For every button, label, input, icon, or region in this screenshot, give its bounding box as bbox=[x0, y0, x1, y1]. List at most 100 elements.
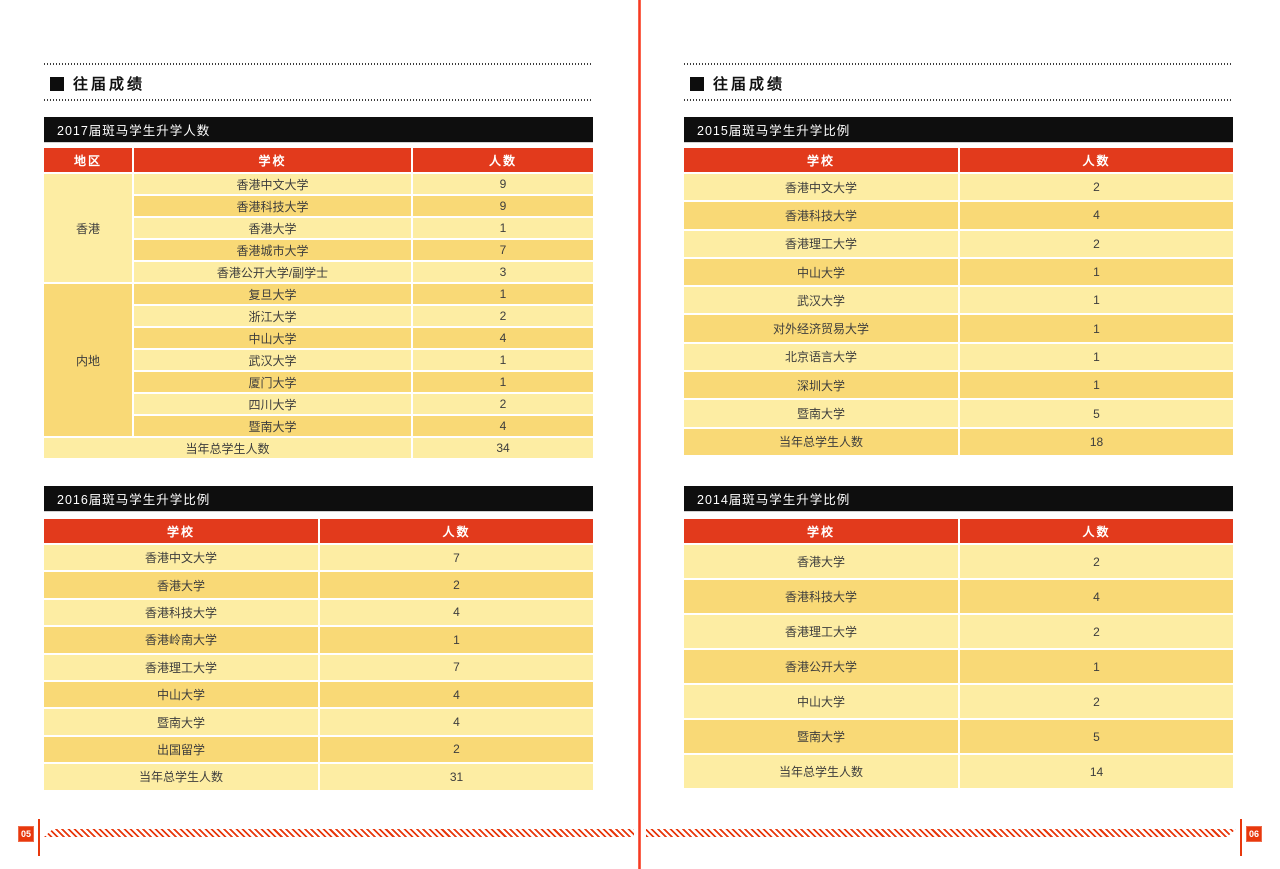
school-cell: 厦门大学 bbox=[134, 372, 411, 392]
count-cell: 2 bbox=[413, 306, 593, 326]
school-cell: 香港大学 bbox=[684, 545, 958, 578]
count-cell: 9 bbox=[413, 196, 593, 216]
school-cell: 香港公开大学 bbox=[684, 650, 958, 683]
header-cell: 学校 bbox=[134, 148, 411, 172]
school-cell: 香港科技大学 bbox=[44, 599, 318, 626]
school-cell: 香港大学 bbox=[134, 218, 411, 238]
count-cell: 1 bbox=[413, 218, 593, 238]
count-cell: 2 bbox=[320, 572, 593, 598]
school-cell: 中山大学 bbox=[684, 685, 958, 718]
header-cell: 人数 bbox=[413, 148, 593, 172]
count-cell: 1 bbox=[320, 627, 593, 653]
school-cell: 复旦大学 bbox=[134, 284, 411, 304]
school-cell: 武汉大学 bbox=[134, 350, 411, 370]
school-cell: 暨南大学 bbox=[44, 709, 318, 735]
page-left: 往届成绩 2017届斑马学生升学人数 地区 学校 人数 香港 香港中文大学 9 香港科技大学… bbox=[18, 63, 634, 856]
total-value-cell: 14 bbox=[960, 755, 1233, 788]
count-cell: 5 bbox=[960, 720, 1233, 753]
header-cell: 人数 bbox=[320, 519, 593, 543]
school-cell: 暨南大学 bbox=[684, 400, 958, 427]
region-cell: 内地 bbox=[44, 284, 132, 436]
table-2016: 学校 人数 香港中文大学 7 香港大学 2 香港科技大学 4 香港岭南大学 1 香港理工大学 7 中山大… bbox=[44, 519, 593, 790]
total-label-cell: 当年总学生人数 bbox=[684, 428, 958, 455]
total-value-cell: 34 bbox=[413, 438, 593, 458]
count-cell: 7 bbox=[320, 654, 593, 680]
page-right: 往届成绩 2015届斑马学生升学比例 学校 人数 香港中文大学 2 香港科技大学 4 香港理… bbox=[640, 0, 1280, 869]
school-cell: 深圳大学 bbox=[684, 372, 958, 399]
school-cell: 香港公开大学/副学士 bbox=[134, 262, 411, 282]
count-cell: 1 bbox=[960, 372, 1233, 399]
count-cell: 4 bbox=[413, 328, 593, 348]
count-cell: 1 bbox=[960, 650, 1233, 683]
header-cell: 地区 bbox=[44, 148, 132, 172]
header-cell: 学校 bbox=[684, 519, 958, 543]
count-cell: 5 bbox=[960, 400, 1233, 427]
count-cell: 1 bbox=[960, 287, 1233, 314]
table-title-2017: 2017届斑马学生升学人数 bbox=[57, 124, 211, 138]
header-cell: 学校 bbox=[684, 148, 958, 172]
table-title-bar-2015: 2015届斑马学生升学比例 bbox=[684, 117, 1233, 142]
school-cell: 香港理工大学 bbox=[44, 654, 318, 680]
dotted-rule-bottom bbox=[44, 99, 593, 101]
school-cell: 北京语言大学 bbox=[684, 343, 958, 371]
school-cell: 暨南大学 bbox=[134, 416, 411, 436]
footer-divider-line bbox=[1240, 819, 1242, 856]
header-cell: 人数 bbox=[960, 148, 1233, 172]
section-title: 往届成绩 bbox=[73, 76, 146, 93]
square-bullet-icon bbox=[690, 76, 704, 91]
count-cell: 1 bbox=[960, 343, 1233, 371]
table-2014: 学校 人数 香港大学 2 香港科技大学 4 香港理工大学 2 香港公开大学 1 中山大学 2 暨南大学 5… bbox=[684, 519, 1233, 788]
count-cell: 2 bbox=[960, 174, 1233, 201]
school-cell: 对外经济贸易大学 bbox=[684, 315, 958, 342]
header-cell: 学校 bbox=[44, 519, 318, 543]
header-cell: 人数 bbox=[960, 519, 1233, 543]
page-number-badge: 06 bbox=[1246, 826, 1262, 842]
footer-hatch-band bbox=[44, 829, 634, 837]
count-cell: 2 bbox=[413, 394, 593, 414]
page-number-badge: 05 bbox=[18, 826, 34, 842]
school-cell: 香港理工大学 bbox=[684, 230, 958, 257]
count-cell: 2 bbox=[960, 685, 1233, 718]
count-cell: 1 bbox=[413, 284, 593, 304]
count-cell: 4 bbox=[320, 599, 593, 626]
count-cell: 2 bbox=[960, 230, 1233, 257]
total-value-cell: 18 bbox=[960, 428, 1233, 455]
count-cell: 2 bbox=[320, 736, 593, 763]
table-title-2016: 2016届斑马学生升学比例 bbox=[57, 493, 211, 507]
count-cell: 1 bbox=[413, 372, 593, 392]
school-cell: 香港中文大学 bbox=[134, 174, 411, 194]
count-cell: 4 bbox=[320, 709, 593, 735]
count-cell: 1 bbox=[960, 258, 1233, 286]
total-value-cell: 31 bbox=[320, 764, 593, 790]
count-cell: 2 bbox=[960, 615, 1233, 648]
table-title-2015: 2015届斑马学生升学比例 bbox=[697, 124, 851, 138]
total-label-cell: 当年总学生人数 bbox=[44, 438, 411, 458]
count-cell: 4 bbox=[413, 416, 593, 436]
count-cell: 3 bbox=[413, 262, 593, 282]
total-label-cell: 当年总学生人数 bbox=[44, 764, 318, 790]
school-cell: 中山大学 bbox=[44, 681, 318, 708]
count-cell: 9 bbox=[413, 174, 593, 194]
count-cell: 7 bbox=[320, 545, 593, 571]
school-cell: 香港科技大学 bbox=[684, 202, 958, 229]
dotted-rule-bottom bbox=[684, 99, 1233, 101]
school-cell: 香港理工大学 bbox=[684, 615, 958, 648]
dotted-rule-top bbox=[44, 63, 593, 65]
count-cell: 1 bbox=[960, 315, 1233, 342]
school-cell: 出国留学 bbox=[44, 736, 318, 763]
table-title-bar-2014: 2014届斑马学生升学比例 bbox=[684, 486, 1233, 511]
footer-divider-line bbox=[38, 819, 40, 856]
count-cell: 7 bbox=[413, 240, 593, 260]
school-cell: 香港城市大学 bbox=[134, 240, 411, 260]
school-cell: 香港科技大学 bbox=[134, 196, 411, 216]
count-cell: 4 bbox=[960, 580, 1233, 613]
table-2015: 学校 人数 香港中文大学 2 香港科技大学 4 香港理工大学 2 中山大学 1 武汉大学 1 对外经济贸… bbox=[684, 148, 1233, 455]
section-header: 往届成绩 bbox=[690, 73, 785, 94]
table-2017: 地区 学校 人数 香港 香港中文大学 9 香港科技大学 9 香港大学 1 香港城市大学 7 香港公开大学… bbox=[44, 148, 593, 458]
count-cell: 2 bbox=[960, 545, 1233, 578]
total-label-cell: 当年总学生人数 bbox=[684, 755, 958, 788]
table-title-2014: 2014届斑马学生升学比例 bbox=[697, 493, 851, 507]
school-cell: 武汉大学 bbox=[684, 287, 958, 314]
region-cell: 香港 bbox=[44, 174, 132, 282]
school-cell: 香港大学 bbox=[44, 572, 318, 598]
